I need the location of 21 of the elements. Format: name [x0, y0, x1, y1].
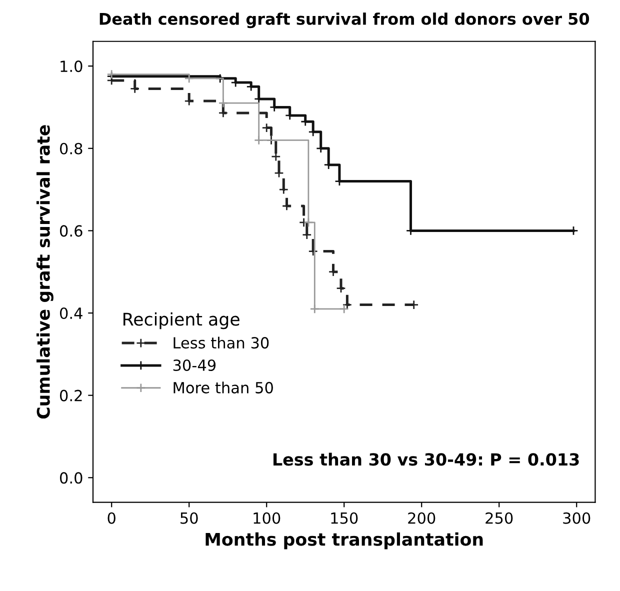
y-tick-label: 0.8	[60, 142, 82, 154]
y-tick-label: 0.4	[60, 307, 82, 320]
x-tick-label: 100	[254, 512, 280, 524]
y-tick-label: 1.0	[60, 60, 82, 72]
y-tick-label: 0.2	[60, 390, 82, 402]
x-tick-label: 0	[108, 512, 116, 524]
x-tick-label: 50	[180, 512, 198, 524]
x-axis-title: Months post transplantation	[206, 532, 483, 550]
chart-title: Death censored graft survival from old donors over 50	[100, 12, 590, 28]
legend-label: More than 50	[174, 382, 273, 394]
x-tick-label: 250	[486, 512, 513, 524]
legend-label: 30-49	[173, 359, 216, 372]
x-tick-label: 150	[331, 512, 358, 524]
x-tick-label: 300	[563, 512, 590, 524]
legend-label: Less than 30	[174, 336, 269, 349]
y-tick-label: 0.6	[60, 225, 82, 237]
y-axis-title: Cumulative graft survival rate	[36, 125, 54, 419]
x-tick-label: 200	[408, 512, 436, 524]
y-tick-label: 0.0	[60, 472, 82, 484]
legend-title: Recipient age	[124, 312, 240, 330]
annotation: Less than 30 vs 30-49: P = 0.013	[274, 452, 579, 466]
